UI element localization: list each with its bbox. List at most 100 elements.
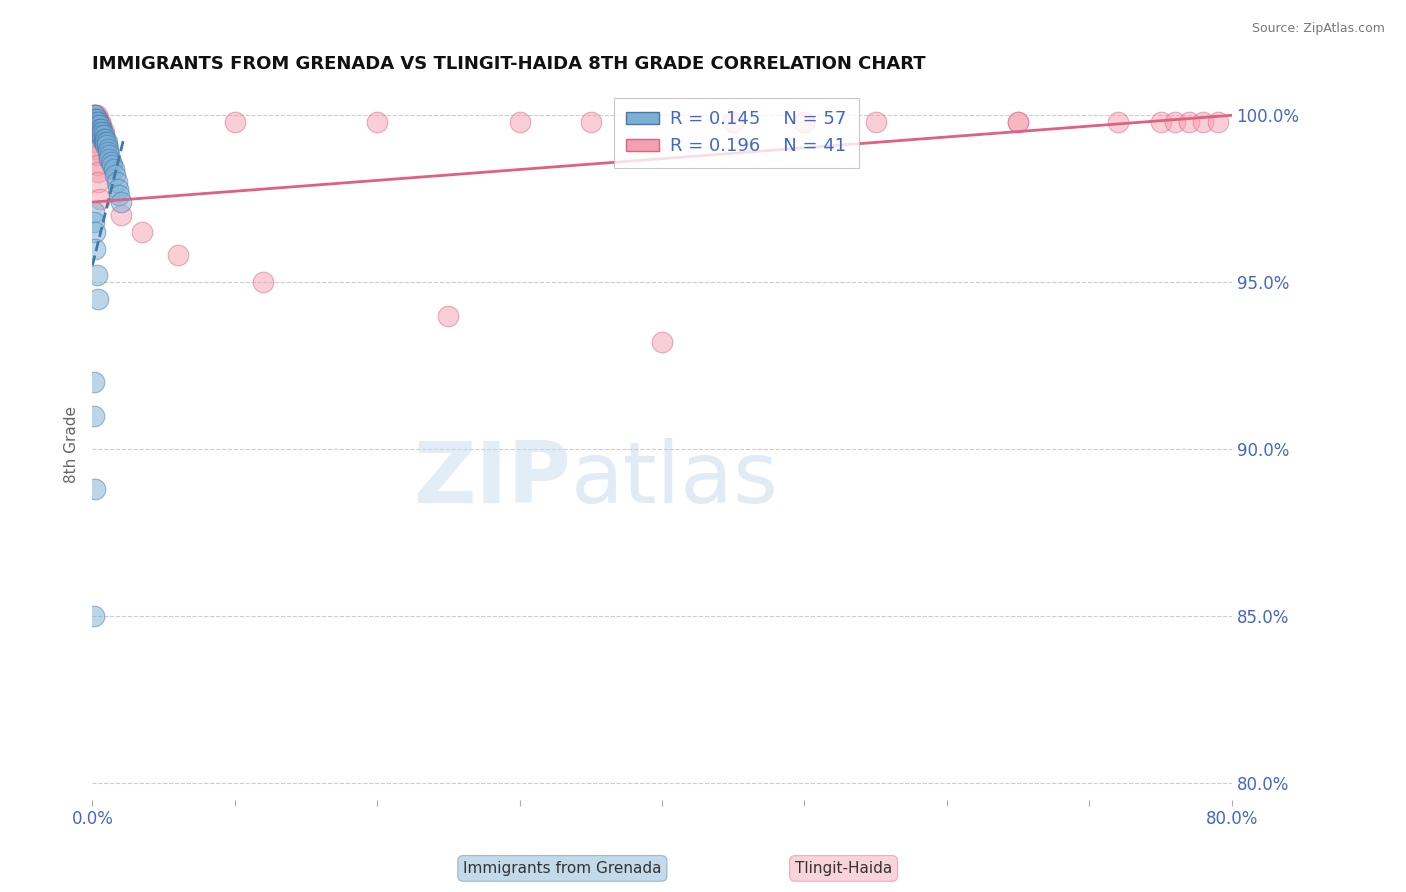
Point <box>90 118 112 132</box>
Point <box>83 108 105 122</box>
Point <box>87 115 110 129</box>
Point <box>86 112 108 126</box>
Point <box>86 148 108 162</box>
Point <box>131 225 153 239</box>
Point <box>1007 115 1029 129</box>
Point <box>94 135 117 149</box>
Point <box>103 161 125 176</box>
Point <box>366 115 388 129</box>
Point <box>437 309 460 323</box>
Text: atlas: atlas <box>571 438 779 521</box>
Point <box>91 125 114 139</box>
Point <box>84 115 107 129</box>
Point <box>224 115 246 129</box>
Point <box>1206 115 1229 129</box>
Point <box>1107 115 1129 129</box>
Point <box>90 125 112 139</box>
Point <box>101 158 124 172</box>
Point <box>93 135 115 149</box>
Point <box>651 335 673 350</box>
Point <box>84 108 107 122</box>
Point <box>107 182 129 196</box>
Point <box>89 125 111 139</box>
Point <box>509 115 531 129</box>
Point <box>84 225 107 239</box>
Point <box>1149 115 1171 129</box>
Text: Tlingit-Haida: Tlingit-Haida <box>794 861 893 876</box>
Point <box>166 248 188 262</box>
Point <box>252 275 274 289</box>
Point <box>94 131 117 145</box>
Point <box>1192 115 1215 129</box>
Point <box>1007 115 1029 129</box>
Point <box>86 268 108 283</box>
Point <box>96 135 118 149</box>
Point <box>723 115 745 129</box>
Legend: R = 0.145    N = 57, R = 0.196    N = 41: R = 0.145 N = 57, R = 0.196 N = 41 <box>613 97 859 168</box>
Point <box>86 108 108 122</box>
Point <box>108 188 131 202</box>
Point <box>110 195 132 210</box>
Point <box>86 112 108 126</box>
Point <box>84 121 107 136</box>
Point <box>865 115 887 129</box>
Point <box>579 115 602 129</box>
Point <box>89 118 111 132</box>
Point <box>84 118 107 132</box>
Point <box>87 292 110 306</box>
Y-axis label: 8th Grade: 8th Grade <box>65 406 79 483</box>
Point <box>105 175 128 189</box>
Point <box>87 118 110 132</box>
Point <box>87 115 110 129</box>
Point <box>86 158 108 172</box>
Point <box>86 115 108 129</box>
Point <box>89 115 111 129</box>
Point <box>87 112 110 126</box>
Point <box>100 155 122 169</box>
Point <box>83 215 105 229</box>
Point <box>83 609 105 624</box>
Point <box>86 125 108 139</box>
Point <box>94 138 117 153</box>
Point <box>87 125 110 139</box>
Point <box>91 128 114 143</box>
Text: IMMIGRANTS FROM GRENADA VS TLINGIT-HAIDA 8TH GRADE CORRELATION CHART: IMMIGRANTS FROM GRENADA VS TLINGIT-HAIDA… <box>93 55 927 73</box>
Text: ZIP: ZIP <box>413 438 571 521</box>
Point <box>84 112 107 126</box>
Text: Immigrants from Grenada: Immigrants from Grenada <box>463 861 662 876</box>
Point <box>90 128 112 143</box>
Point <box>91 121 114 136</box>
Point <box>83 115 105 129</box>
Point <box>89 121 111 136</box>
Point <box>89 128 111 143</box>
Point <box>1164 115 1187 129</box>
Point <box>83 409 105 423</box>
Point <box>89 192 111 206</box>
Point <box>93 125 115 139</box>
Point <box>86 115 108 129</box>
Point <box>83 108 105 122</box>
Text: Source: ZipAtlas.com: Source: ZipAtlas.com <box>1251 22 1385 36</box>
Point <box>97 142 120 156</box>
Point <box>93 128 115 143</box>
Point <box>97 145 120 159</box>
Point <box>793 115 815 129</box>
Point <box>1178 115 1201 129</box>
Point <box>110 209 132 223</box>
Point <box>87 175 110 189</box>
Point <box>86 118 108 132</box>
Point <box>93 131 115 145</box>
Point <box>84 108 107 122</box>
Point <box>84 482 107 496</box>
Point <box>83 135 105 149</box>
Point <box>91 131 114 145</box>
Point <box>98 152 121 166</box>
Point <box>98 148 121 162</box>
Point <box>87 165 110 179</box>
Point <box>83 376 105 390</box>
Point <box>86 121 108 136</box>
Point <box>104 169 127 183</box>
Point <box>84 112 107 126</box>
Point <box>90 121 112 136</box>
Point <box>87 121 110 136</box>
